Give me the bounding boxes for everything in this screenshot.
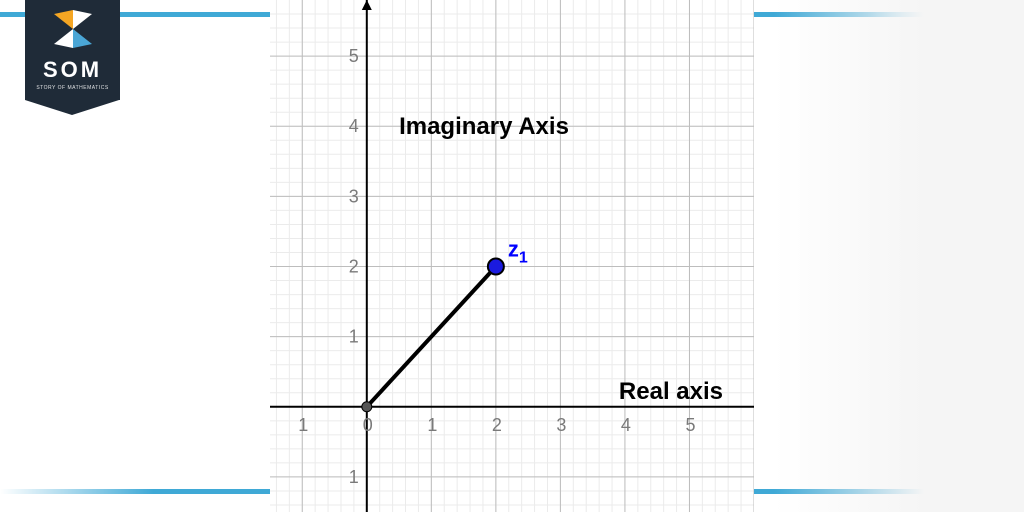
origin-point xyxy=(362,402,372,412)
z1-point xyxy=(488,259,504,275)
brand-logo-icon xyxy=(54,10,92,53)
y-tick-label: 1 xyxy=(349,327,359,347)
x-tick-label: 4 xyxy=(621,415,631,435)
y-axis-label: Imaginary Axis xyxy=(399,113,569,140)
brand-badge: SOM STORY OF MATHEMATICS xyxy=(25,0,120,100)
brand-title: SOM xyxy=(25,57,120,83)
y-tick-label: 1 xyxy=(349,467,359,487)
complex-plane-chart: 1012345112345z1Imaginary AxisReal axis xyxy=(270,0,754,512)
x-tick-label: 0 xyxy=(363,415,373,435)
right-fade-overlay xyxy=(774,0,1024,512)
x-tick-label: 1 xyxy=(298,415,308,435)
y-tick-label: 2 xyxy=(349,257,359,277)
x-axis-label: Real axis xyxy=(619,378,723,405)
y-tick-label: 5 xyxy=(349,46,359,66)
brand-subtitle: STORY OF MATHEMATICS xyxy=(25,85,120,91)
y-tick-label: 4 xyxy=(349,116,359,136)
x-tick-label: 2 xyxy=(492,415,502,435)
y-tick-label: 3 xyxy=(349,186,359,206)
x-tick-label: 1 xyxy=(427,415,437,435)
x-tick-label: 5 xyxy=(685,415,695,435)
x-tick-label: 3 xyxy=(556,415,566,435)
